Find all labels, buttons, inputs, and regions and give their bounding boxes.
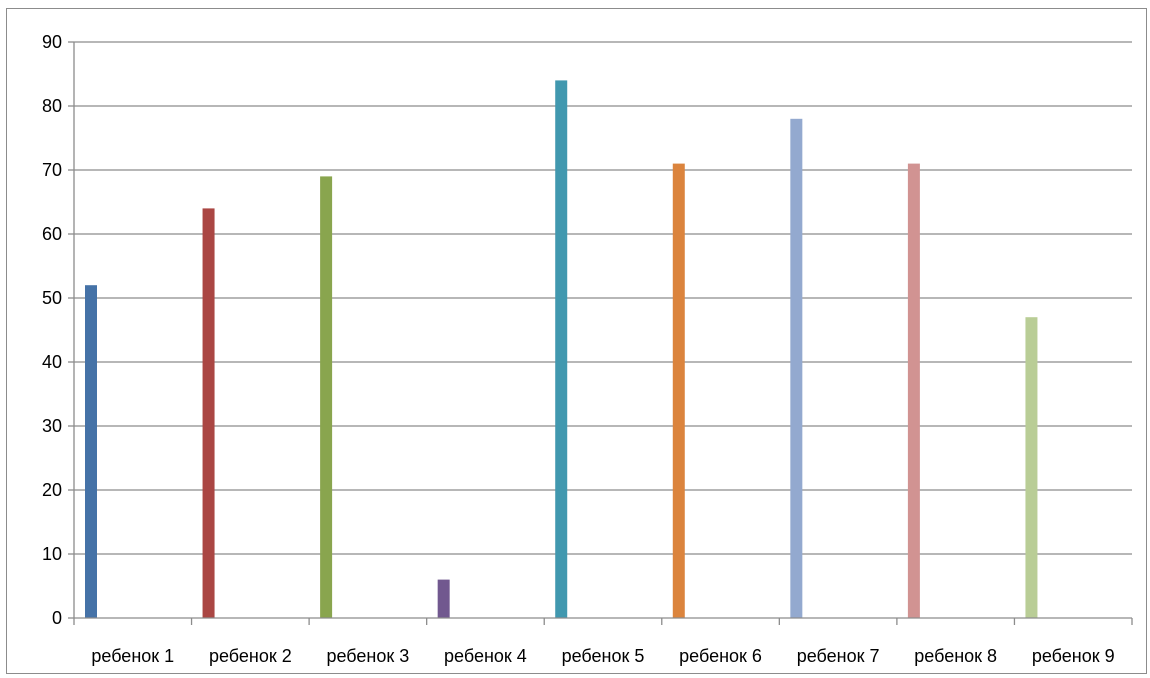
bar: [672, 163, 685, 618]
x-tick-labels: ребенок 1 ребенок 2 ребенок 3 ребенок 4 ребе…: [91, 646, 1114, 666]
x-tick-label: ребенок 2: [209, 646, 292, 666]
chart-frame: [6, 8, 1147, 674]
y-tick-label: 30: [42, 416, 62, 436]
y-tick-label: 40: [42, 352, 62, 372]
x-tick-label: ребенок 9: [1032, 646, 1115, 666]
bars: [85, 80, 1038, 619]
x-tick-label: ребенок 6: [679, 646, 762, 666]
bar: [555, 80, 568, 618]
y-tick-label: 60: [42, 224, 62, 244]
axes: [68, 41, 1133, 625]
x-tick-label: ребенок 3: [326, 646, 409, 666]
x-tick-label: ребенок 1: [91, 646, 174, 666]
y-tick-label: 90: [42, 32, 62, 52]
x-tick-label: ребенок 8: [914, 646, 997, 666]
gridlines: [74, 41, 1132, 555]
y-tick-labels: 0 10 20 30 40 50 60 70 80 90: [42, 32, 62, 628]
bar: [790, 118, 803, 619]
x-tick-label: ребенок 4: [444, 646, 527, 666]
y-tick-label: 0: [52, 608, 62, 628]
x-tick-label: ребенок 7: [797, 646, 880, 666]
y-tick-label: 20: [42, 480, 62, 500]
bar: [437, 579, 450, 618]
bar: [202, 208, 215, 618]
y-tick-label: 70: [42, 160, 62, 180]
y-tick-label: 50: [42, 288, 62, 308]
bar: [1025, 317, 1038, 618]
bar: [907, 163, 920, 618]
x-tick-label: ребенок 5: [562, 646, 645, 666]
bar: [320, 176, 333, 618]
bar: [85, 285, 97, 618]
y-tick-label: 10: [42, 544, 62, 564]
y-tick-label: 80: [42, 96, 62, 116]
